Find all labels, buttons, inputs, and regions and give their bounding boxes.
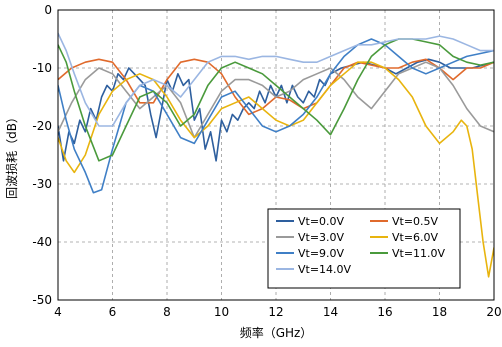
x-tick-label: 20 — [486, 305, 501, 319]
y-tick-label: 0 — [44, 3, 52, 17]
series-line-vt-14-0v — [58, 32, 494, 127]
x-tick-label: 16 — [377, 305, 392, 319]
y-tick-label: -10 — [32, 61, 52, 75]
legend-label-vt-0-5v: Vt=0.5V — [392, 215, 439, 228]
x-tick-label: 4 — [54, 305, 62, 319]
legend-label-vt-14-0v: Vt=14.0V — [298, 263, 352, 276]
y-axis-title: 回波损耗（dB） — [5, 111, 19, 199]
series-line-vt-6-0v — [58, 61, 494, 278]
y-axis: 0 -10 -20 -30 -40 -50 — [32, 3, 52, 307]
y-tick-label: -40 — [32, 235, 52, 249]
legend-label-vt-6-0v: Vt=6.0V — [392, 231, 439, 244]
grid — [58, 10, 494, 300]
legend-label-vt-9-0v: Vt=9.0V — [298, 247, 345, 260]
series-layer — [58, 32, 494, 278]
x-tick-label: 6 — [109, 305, 117, 319]
y-tick-label: -20 — [32, 119, 52, 133]
series-line-vt-11-0v — [58, 38, 494, 162]
legend-label-vt-3-0v: Vt=3.0V — [298, 231, 345, 244]
legend-label-vt-0-0v: Vt=0.0V — [298, 215, 345, 228]
legend: Vt=0.0V Vt=0.5V Vt=3.0V Vt=6.0V Vt=9.0V Vt=11… — [267, 208, 461, 289]
x-tick-label: 14 — [323, 305, 338, 319]
y-tick-label: -30 — [32, 177, 52, 191]
plot-frame — [57, 9, 495, 301]
series-line-vt-9-0v — [58, 38, 494, 194]
legend-box — [267, 208, 461, 289]
x-tick-label: 12 — [268, 305, 283, 319]
x-axis-title: 频率（GHz） — [240, 325, 313, 340]
legend-label-vt-11-0v: Vt=11.0V — [392, 247, 446, 260]
x-tick-label: 18 — [432, 305, 447, 319]
x-axis: 4 6 8 10 12 14 16 18 20 — [54, 305, 501, 319]
y-tick-label: -50 — [32, 293, 52, 307]
x-tick-label: 10 — [214, 305, 229, 319]
x-tick-label: 8 — [163, 305, 171, 319]
